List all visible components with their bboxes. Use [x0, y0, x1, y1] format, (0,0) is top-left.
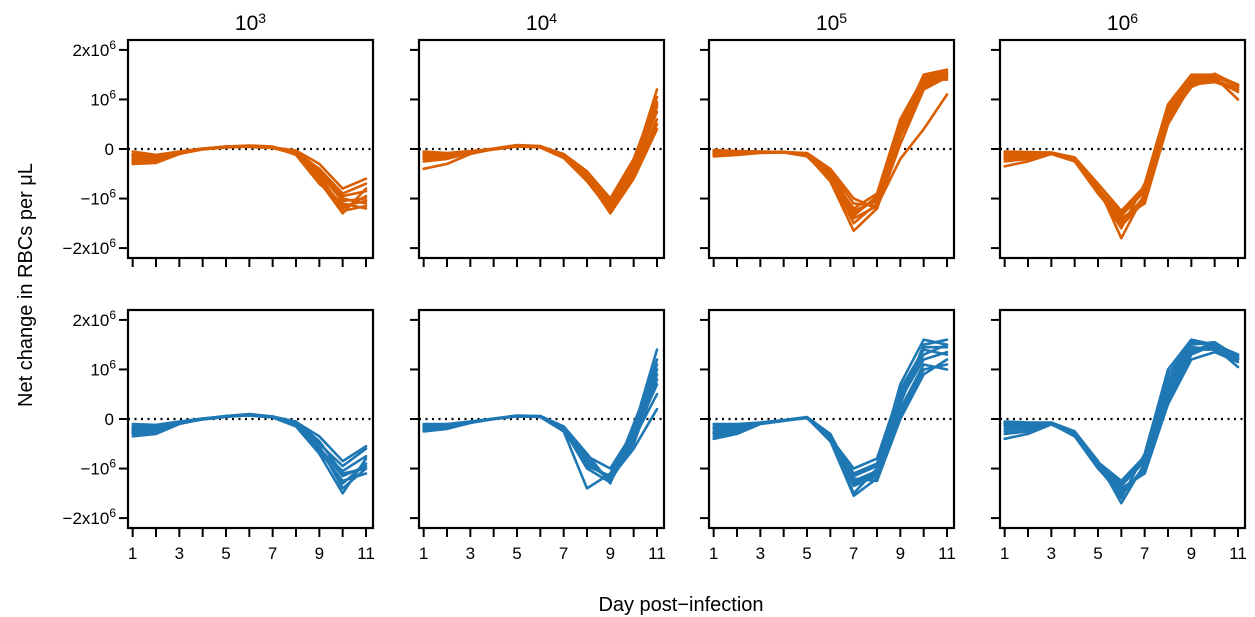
x-tick-label-4: 5: [1093, 544, 1102, 563]
trace-5-8: [422, 373, 659, 481]
x-tick-label-10: 11: [357, 544, 375, 563]
x-tick-label-10: 11: [648, 544, 666, 563]
panel-title-3: 106: [1107, 10, 1138, 35]
panel-r0-c2: 105: [700, 10, 956, 267]
trace-5-7: [422, 383, 659, 484]
panel-title-2: 105: [816, 10, 847, 35]
x-tick-label-4: 5: [512, 544, 521, 563]
x-tick-label-4: 5: [221, 544, 230, 563]
x-tick-label-8: 9: [896, 544, 905, 563]
trace-2-3: [712, 70, 949, 210]
y-tick-label-3: −106: [80, 457, 116, 479]
trace-0-9: [131, 145, 368, 213]
y-tick-label-0: 2x106: [72, 308, 116, 330]
trace-2-8: [712, 73, 949, 220]
y-tick-label-2: 0: [105, 410, 114, 429]
trace-7-7: [1003, 342, 1240, 493]
y-tick-label-3: −106: [80, 187, 116, 209]
panel-r0-c3: 106: [991, 10, 1247, 267]
y-tick-label-1: 106: [90, 357, 116, 379]
x-tick-label-0: 1: [1000, 544, 1009, 563]
trace-5-6: [422, 358, 659, 470]
y-tick-label-1: 106: [90, 87, 116, 109]
x-tick-label-2: 3: [466, 544, 475, 563]
x-tick-label-8: 9: [1187, 544, 1196, 563]
x-tick-label-2: 3: [175, 544, 184, 563]
trace-6-2: [712, 338, 949, 495]
x-tick-label-8: 9: [315, 544, 324, 563]
trace-7-6: [1003, 345, 1240, 488]
trace-7-5: [1003, 345, 1240, 498]
trace-1-3: [422, 127, 659, 215]
panel-r1-c3: 1 3 5 7 9 11: [991, 308, 1247, 563]
y-tick-label-2: 0: [105, 140, 114, 159]
trace-6-6: [712, 345, 949, 478]
x-tick-label-2: 3: [1047, 544, 1056, 563]
trace-3-7: [1003, 77, 1240, 213]
x-tick-label-6: 7: [268, 544, 277, 563]
panel-r0-c0: 2x106 106 0 −106 −2x106 103: [63, 10, 375, 267]
trace-3-4: [1003, 80, 1240, 220]
panels-layer: 2x106 106 0 −106 −2x106 103 104 105 106 2x106 106 0…: [63, 10, 1247, 563]
trace-2-1: [712, 70, 949, 225]
trace-7-8: [1003, 340, 1240, 483]
x-tick-label-0: 1: [419, 544, 428, 563]
x-tick-label-2: 3: [756, 544, 765, 563]
trace-6-8: [712, 363, 949, 498]
y-axis-label: Net change in RBCs per μL: [15, 163, 37, 407]
y-tick-label-4: −2x106: [63, 236, 117, 258]
x-tick-label-6: 7: [849, 544, 858, 563]
trace-3-5: [1003, 75, 1240, 218]
x-tick-label-8: 9: [606, 544, 615, 563]
panel-r1-c0: 2x106 106 0 −106 −2x106 1 3 5 7 9 11: [63, 308, 375, 563]
x-tick-label-4: 5: [802, 544, 811, 563]
x-tick-label-0: 1: [128, 544, 137, 563]
trace-3-0: [1003, 78, 1240, 215]
trace-7-0: [1003, 348, 1240, 485]
x-tick-label-10: 11: [1229, 544, 1247, 563]
trace-1-8: [422, 100, 659, 203]
trace-3-8: [1003, 72, 1240, 228]
trace-4-8: [131, 413, 368, 473]
panel-r1-c2: 1 3 5 7 9 11: [700, 308, 956, 563]
y-tick-label-4: −2x106: [63, 506, 117, 528]
x-axis-label: Day post−infection: [598, 594, 763, 616]
y-tick-label-0: 2x106: [72, 38, 116, 60]
x-tick-label-10: 11: [938, 544, 956, 563]
panel-r1-c1: 1 3 5 7 9 11: [410, 308, 666, 563]
panel-r0-c1: 104: [410, 10, 666, 267]
panel-title-0: 103: [235, 10, 266, 35]
x-tick-label-6: 7: [1140, 544, 1149, 563]
panel-title-1: 104: [526, 10, 557, 35]
trace-7-4: [1003, 350, 1240, 490]
x-tick-label-6: 7: [559, 544, 568, 563]
x-tick-label-0: 1: [709, 544, 718, 563]
trace-6-4: [712, 348, 949, 470]
